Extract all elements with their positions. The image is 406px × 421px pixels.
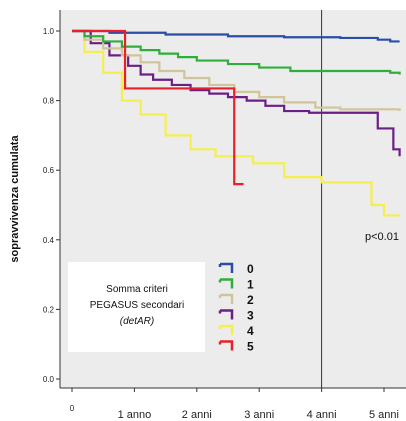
series-lines xyxy=(72,29,401,217)
series-line-1 xyxy=(72,29,401,75)
y-axis-label: sopravvivenza cumulata xyxy=(9,135,21,263)
x-tick-label: 5 anni xyxy=(369,409,399,421)
legend-label-1: 1 xyxy=(247,278,254,292)
legend-title-line-2: PEGASUS secondari xyxy=(90,300,185,311)
y-tick-label: 1.0 xyxy=(43,27,55,36)
legend: Somma criteri PEGASUS secondari (detAR) … xyxy=(68,262,254,354)
legend-swatch-0 xyxy=(218,262,234,273)
legend-label-3: 3 xyxy=(247,309,254,323)
x-tick-label: 1 anno xyxy=(118,409,152,421)
legend-label-5: 5 xyxy=(247,340,254,354)
series-line-0 xyxy=(72,29,400,43)
p-value-annotation: p<0.01 xyxy=(365,231,399,243)
x-tick-label: 4 anni xyxy=(307,409,337,421)
legend-label-4: 4 xyxy=(247,324,254,338)
legend-swatch-1 xyxy=(218,278,234,289)
series-line-2 xyxy=(72,29,401,112)
y-tick-label: 0.8 xyxy=(43,97,55,106)
y-tick-label: 0.6 xyxy=(43,166,55,175)
y-ticks: 0.0 0.2 0.4 0.6 0.8 1.0 xyxy=(43,27,60,384)
legend-box xyxy=(68,262,205,352)
series-line-3 xyxy=(72,29,401,157)
legend-title-italic: (detAR) xyxy=(120,316,154,327)
x-tick-label: 3 anni xyxy=(244,409,274,421)
legend-swatch-4 xyxy=(218,324,234,335)
legend-items: 0 12 34 5 xyxy=(218,262,254,354)
legend-title-line-1: Somma criteri xyxy=(106,284,168,295)
x-ticks: 0 1 anno 2 anni 3 anni 4 anni 5 anni xyxy=(70,388,399,421)
series-line-5 xyxy=(72,29,244,186)
legend-swatch-3 xyxy=(218,309,234,320)
x-tick-label: 2 anni xyxy=(182,409,212,421)
legend-swatch-2 xyxy=(218,293,234,304)
legend-label-2: 2 xyxy=(247,293,254,307)
legend-label-0: 0 xyxy=(247,262,254,276)
legend-swatch-5 xyxy=(218,340,234,351)
y-tick-label: 0.4 xyxy=(43,236,55,245)
y-tick-label: 0.2 xyxy=(43,305,55,314)
x-tick-label: 0 xyxy=(70,404,75,413)
series-line-4 xyxy=(72,29,400,217)
y-tick-label: 0.0 xyxy=(43,375,55,384)
